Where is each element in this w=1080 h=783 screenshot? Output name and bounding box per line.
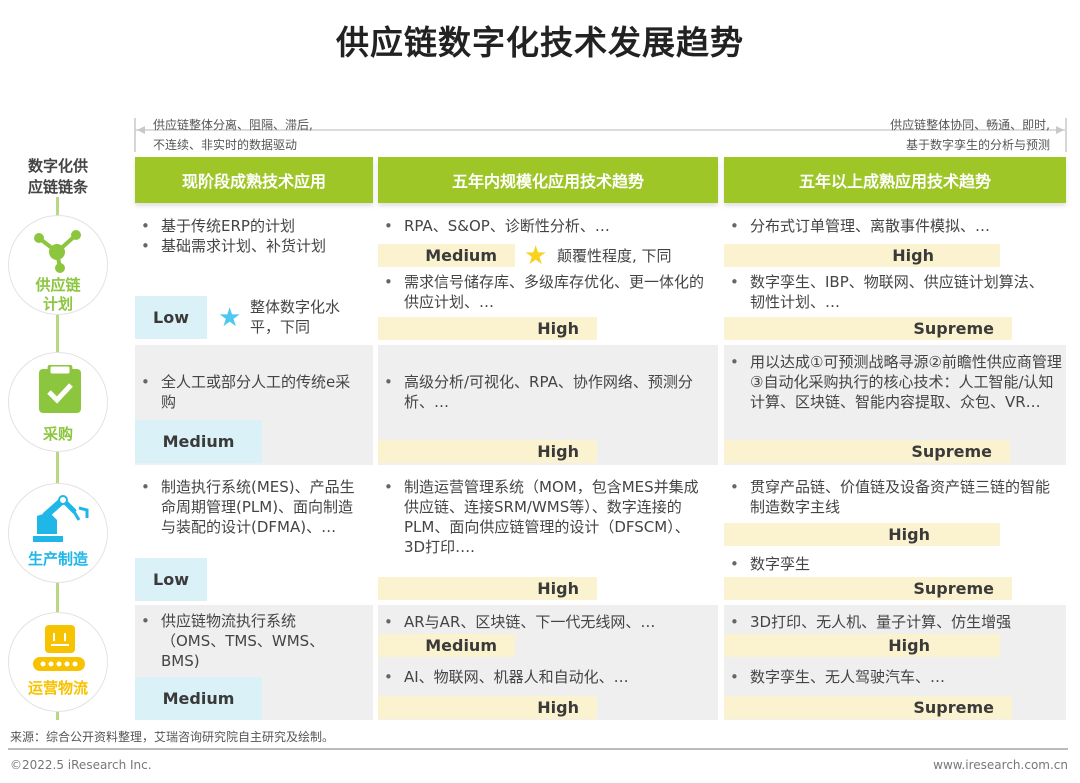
bullet-item: 贯穿产品链、价值链及设备资产链三链的智能制造数字主线 [724, 477, 1054, 517]
level-badge: High [378, 440, 597, 463]
row-icon-manufacturing: 生产制造 [8, 483, 108, 583]
bullet-item: 数字孪生、IBP、物联网、供应链计划算法、韧性计划、… [724, 272, 1054, 312]
row-label: 采购 [42, 425, 73, 443]
conveyor-box-icon [33, 625, 85, 671]
bullet-item: 制造执行系统(MES)、产品生命周期管理(PLM)、面向制造与装配的设计(DFM… [135, 477, 367, 537]
legend-note: 整体数字化水平，下同 [250, 298, 341, 336]
bullet-item: AI、物联网、机器人和自动化、… [378, 667, 713, 687]
footer-divider [8, 748, 1068, 750]
level-badge: High [378, 317, 597, 340]
level-badge: Medium [378, 634, 515, 657]
page-title: 供应链数字化技术发展趋势 [336, 23, 744, 62]
level-badge: Low [135, 296, 207, 339]
column-header-5yr-plus: 五年以上成熟应用技术趋势 [724, 157, 1066, 203]
row-label: 运营物流 [27, 679, 88, 697]
timeline-line [56, 197, 59, 720]
axis-label: 数字化供 应链链条 [27, 157, 88, 196]
column-header-current: 现阶段成熟技术应用 [135, 157, 373, 203]
bullet-item: 制造运营管理系统（MOM，包含MES并集成供应链、连接SRM/WMS等）、数字连… [378, 477, 708, 557]
star-icon: ★ [524, 241, 548, 271]
bullet-item: 数字孪生、无人驾驶汽车、… [724, 667, 1064, 687]
level-badge: Supreme [724, 440, 1010, 463]
bullet-item: 供应链物流执行系统（OMS、TMS、WMS、BMS) [135, 611, 355, 671]
level-badge: High [378, 577, 597, 600]
level-badge: High [724, 523, 1000, 546]
bullet-item: 基础需求计划、补货计划 [135, 236, 373, 256]
bullet-item: 全人工或部分人工的传统e采购 [135, 372, 365, 412]
row-label: 生产制造 [27, 550, 88, 568]
bullet-item: AR与AR、区块链、下一代无线网、… [378, 612, 713, 632]
row-icon-procurement: 采购 [8, 352, 108, 452]
range-arrow [134, 118, 1067, 152]
level-badge: Supreme [724, 317, 1012, 340]
bullet-item: 高级分析/可视化、RPA、协作网络、预测分析、… [378, 372, 713, 412]
range-left-text: 供应链整体分离、阻隔、滞后, 不连续、非实时的数据驱动 [153, 118, 313, 152]
clipboard-check-icon [39, 365, 81, 413]
level-badge: Medium [378, 244, 515, 267]
robot-arm-icon [33, 495, 89, 542]
row-icon-supply-planning: 供应链 计划 [8, 215, 108, 315]
network-nodes-icon [34, 230, 81, 273]
source-note: 来源：综合公开资料整理，艾瑞咨询研究院自主研究及绘制。 [10, 730, 335, 744]
website-link[interactable]: www.iresearch.com.cn [933, 758, 1068, 772]
bullet-item: 需求信号储存库、多级库存优化、更一体化的供应计划、… [378, 272, 713, 312]
bullet-item: 基于传统ERP的计划 [135, 216, 373, 236]
bullet-item: RPA、S&OP、诊断性分析、… [378, 216, 713, 236]
bullet-item: 3D打印、无人机、量子计算、仿生增强 [724, 612, 1064, 632]
star-icon: ★ [218, 303, 242, 333]
level-badge: Low [135, 558, 207, 601]
level-badge: High [724, 244, 1000, 267]
column-header-5yr: 五年内规模化应用技术趋势 [378, 157, 718, 203]
level-badge: Supreme [724, 696, 1012, 719]
legend-note: 颠覆性程度, 下同 [557, 247, 672, 265]
copyright: ©2022.5 iResearch Inc. [10, 758, 152, 772]
level-badge: Supreme [724, 577, 1012, 600]
level-badge: Medium [135, 420, 262, 463]
bullet-item: 用以达成①可预测战略寻源②前瞻性供应商管理③自动化采购执行的核心技术：人工智能/… [724, 352, 1064, 412]
bullet-item: 分布式订单管理、离散事件模拟、… [724, 216, 1064, 236]
row-icon-logistics: 运营物流 [8, 612, 108, 712]
level-badge: High [378, 696, 597, 719]
level-badge: Medium [135, 677, 262, 720]
row-label: 供应链 计划 [35, 276, 81, 313]
range-right-text: 供应链整体协同、畅通、即时, 基于数字孪生的分析与预测 [890, 118, 1050, 152]
bullet-item: 数字孪生 [724, 554, 1054, 574]
level-badge: High [724, 634, 1000, 657]
